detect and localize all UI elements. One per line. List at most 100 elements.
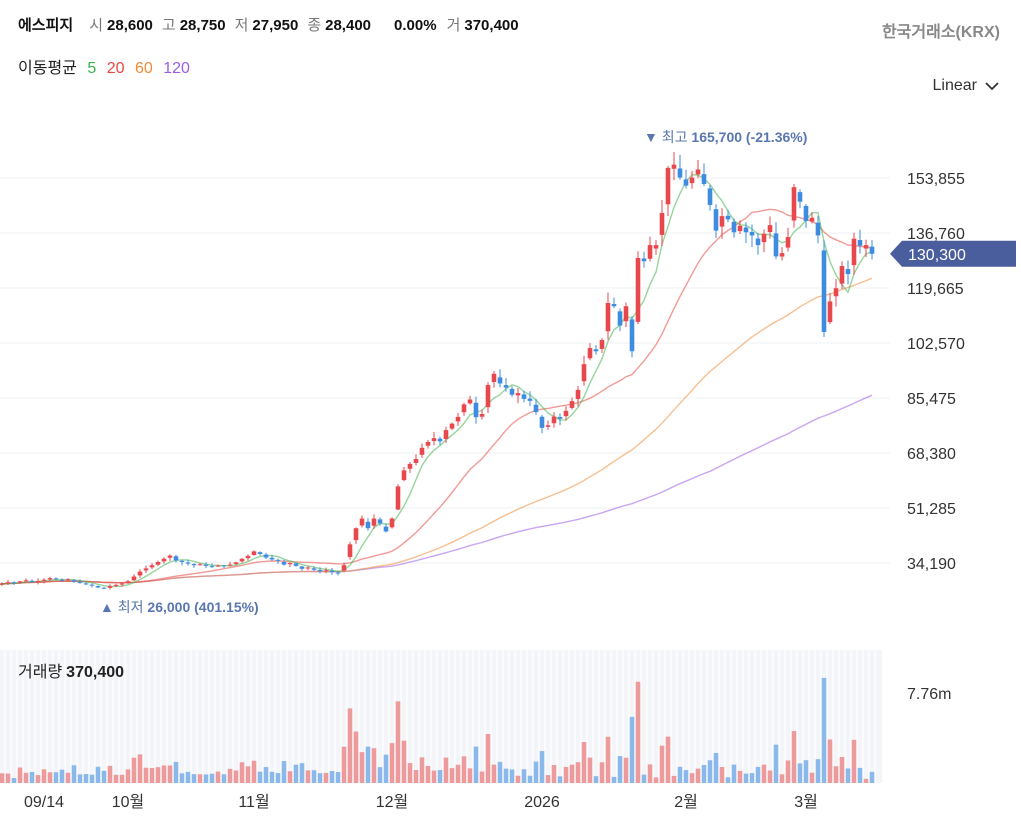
volume-label: 거 [446, 17, 461, 34]
candle [353, 527, 359, 544]
low-value: 26,000 (401.15%) [147, 599, 258, 615]
candle-body [677, 168, 683, 178]
volume-bar [143, 767, 149, 783]
ma-60: 60 [134, 60, 153, 77]
volume-bar [35, 775, 41, 783]
candle-body [539, 416, 545, 428]
candle [281, 559, 287, 566]
candle [71, 578, 77, 583]
candle-body [605, 303, 611, 332]
volume-bar [233, 770, 239, 783]
volume-bar [275, 773, 281, 783]
candle-body [749, 231, 755, 236]
candle-body [389, 518, 395, 528]
x-tick-label: 10월 [112, 793, 145, 811]
volume-bar [479, 771, 485, 783]
volume-bar [497, 761, 503, 783]
volume-bar [851, 739, 857, 783]
candle [317, 567, 323, 574]
candle [251, 550, 257, 556]
candle [29, 579, 35, 583]
candle [119, 582, 125, 587]
high-label: ▼ 최고 [644, 129, 691, 145]
candle-body [155, 562, 161, 565]
candle [179, 560, 185, 566]
candle-body [443, 430, 449, 439]
volume-bar [191, 774, 197, 783]
candle-body [149, 565, 155, 568]
candle-body [53, 578, 59, 580]
candle-body [299, 566, 305, 569]
candle-body [479, 414, 485, 417]
candle-body [803, 205, 809, 221]
candle [755, 232, 761, 255]
quote-header: 에스피지 시 28,600 고 28,750 저 27,950 종 28,400… [18, 14, 528, 35]
candle [17, 580, 23, 584]
candle-body [317, 570, 323, 572]
candle [839, 261, 845, 289]
candle [383, 523, 389, 533]
volume-bar [551, 764, 557, 783]
candle-body [611, 304, 617, 307]
candle-body [203, 564, 209, 566]
candle [257, 551, 263, 556]
candle-body [497, 377, 503, 384]
candle-body [335, 572, 341, 574]
candle-body [653, 245, 659, 249]
candle-body [269, 557, 275, 560]
volume-bar [629, 716, 635, 783]
volume-bar [761, 764, 767, 783]
volume-bar [389, 743, 395, 783]
candle [539, 414, 545, 434]
candle-body [827, 301, 833, 323]
candle [419, 443, 425, 458]
candle-body [863, 245, 869, 249]
candle [0, 582, 5, 586]
candle-body [569, 401, 575, 408]
candle [365, 518, 371, 531]
candle [173, 554, 179, 563]
x-tick-label: 12월 [376, 793, 409, 811]
candle [263, 552, 269, 560]
candle [269, 555, 275, 562]
candle [485, 382, 491, 414]
ma-60-line [0, 277, 873, 585]
volume-bar [323, 772, 329, 783]
low-label: ▲ 최저 [100, 599, 147, 615]
candle [821, 240, 827, 338]
candle [791, 184, 797, 228]
candle-body [431, 438, 437, 442]
candle [413, 454, 419, 466]
volume-bar [785, 760, 791, 783]
close-value: 28,400 [325, 17, 372, 34]
candle [515, 387, 521, 404]
ma-120-line [0, 394, 873, 585]
candle-body [437, 438, 443, 442]
y-tick-label: 119,665 [907, 281, 964, 298]
candle-body [815, 222, 821, 236]
candle [845, 260, 851, 285]
volume-bar [137, 754, 143, 783]
volume-bar [419, 757, 425, 783]
candle-body [509, 388, 515, 395]
volume-bar [575, 762, 581, 783]
volume-bar [827, 739, 833, 783]
volume-bar [791, 731, 797, 783]
candle [569, 397, 575, 410]
scale-selector[interactable]: Linear [933, 77, 999, 95]
chevron-down-icon [985, 82, 999, 91]
ma-20: 20 [106, 60, 125, 77]
volume-bar [599, 762, 605, 783]
y-tick-label: 51,285 [907, 501, 956, 518]
candle-body [809, 217, 815, 222]
ma-label: 이동평균 [18, 60, 77, 77]
volume-bar [173, 761, 179, 783]
candles [0, 151, 875, 590]
volume-bar [287, 771, 293, 783]
candle [605, 292, 611, 340]
volume-bar [641, 774, 647, 783]
volume-bar [395, 701, 401, 783]
candle-body [143, 568, 149, 571]
volume-bar [437, 770, 443, 783]
